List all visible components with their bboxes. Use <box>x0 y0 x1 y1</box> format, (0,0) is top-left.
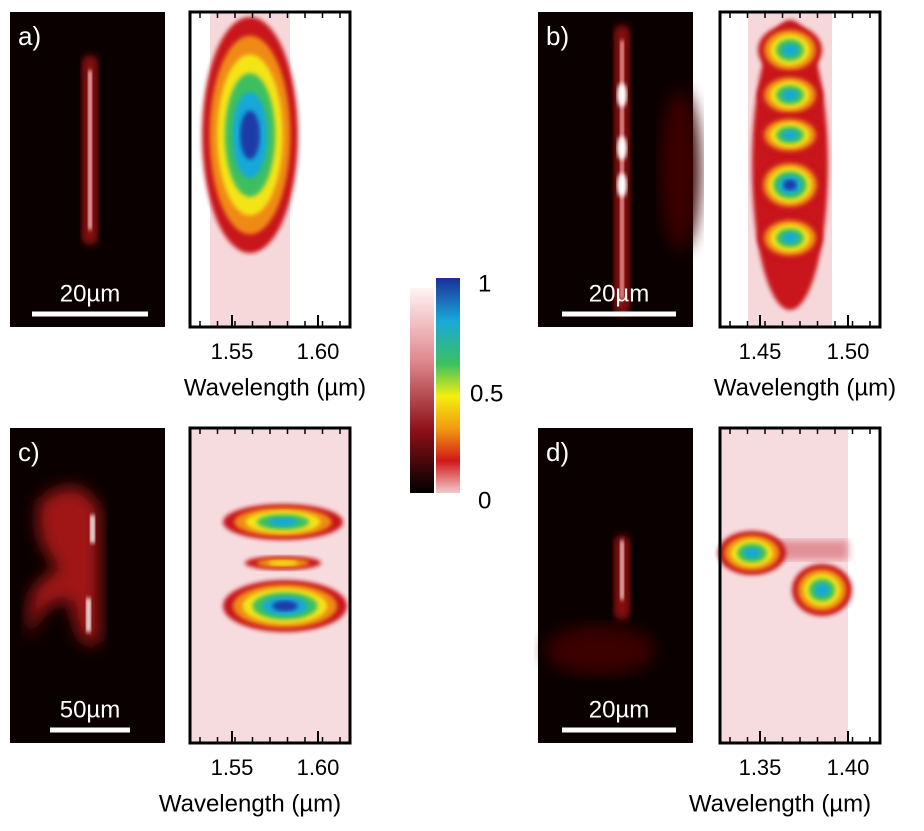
line <box>88 70 92 230</box>
x-axis-label: Wavelength (µm) <box>184 374 366 401</box>
intensity-contour <box>782 90 798 101</box>
intensity-contour <box>782 233 798 244</box>
intensity-contour <box>744 548 761 559</box>
tick-label: 1.50 <box>827 339 870 364</box>
panel: b) 20µm 1.45 1.50 Wavelength (µm) <box>538 12 896 401</box>
panel-label: c) <box>18 437 40 467</box>
spectrum <box>748 12 832 327</box>
intensity-contour <box>268 560 298 566</box>
colorbar-right <box>436 278 460 493</box>
haze <box>545 625 655 675</box>
figure: 1 0.5 0 a) 20µm 1.55 1.60 Wavelength (µm) b) 2… <box>0 0 924 826</box>
intensity-contour <box>240 111 260 160</box>
colorbar-label: 0.5 <box>470 380 503 407</box>
haze <box>660 90 700 250</box>
spectrum <box>718 428 852 743</box>
panel-label: a) <box>18 21 41 51</box>
intensity-contour <box>815 584 830 597</box>
panel: c) 50µm 1.55 1.60 Wavelength (µm) <box>10 428 350 817</box>
tick-label: 1.35 <box>739 755 782 780</box>
panel: d) 20µm 1.35 1.40 Wavelength (µm) <box>538 428 880 817</box>
tick-label: 1.40 <box>827 755 870 780</box>
panel: a) 20µm 1.55 1.60 Wavelength (µm) <box>10 12 366 401</box>
spectrum <box>202 12 298 327</box>
intensity-contour <box>782 44 798 56</box>
x-axis-label: Wavelength (µm) <box>714 374 896 401</box>
colorbar-label: 1 <box>478 270 491 297</box>
scale-bar-label: 20µm <box>589 696 650 723</box>
intensity-contour <box>268 518 297 527</box>
scale-bar-label: 20µm <box>60 280 121 307</box>
panel-label: b) <box>546 21 569 51</box>
colorbar-label: 0 <box>478 487 491 514</box>
colorbar: 1 0.5 0 <box>410 270 503 514</box>
intensity-contour <box>783 180 796 191</box>
panel-label: d) <box>546 437 569 467</box>
scale-bar-label: 50µm <box>60 696 121 723</box>
tick-label: 1.45 <box>739 339 782 364</box>
spot <box>617 136 627 160</box>
tick-label: 1.60 <box>297 339 340 364</box>
spot <box>617 173 627 197</box>
line <box>620 40 624 300</box>
tick-label: 1.55 <box>211 339 254 364</box>
intensity-contour <box>272 601 298 612</box>
tick-label: 1.55 <box>211 755 254 780</box>
tick-label: 1.60 <box>297 755 340 780</box>
x-axis-label: Wavelength (µm) <box>159 790 341 817</box>
intensity-contour <box>782 130 798 140</box>
spot <box>617 83 627 107</box>
line <box>620 540 624 600</box>
line <box>90 515 95 543</box>
emission <box>82 55 98 245</box>
scale-bar-label: 20µm <box>589 280 650 307</box>
x-axis-label: Wavelength (µm) <box>689 790 871 817</box>
line <box>86 598 91 632</box>
spectrum <box>190 428 350 743</box>
colorbar-left <box>410 288 434 493</box>
